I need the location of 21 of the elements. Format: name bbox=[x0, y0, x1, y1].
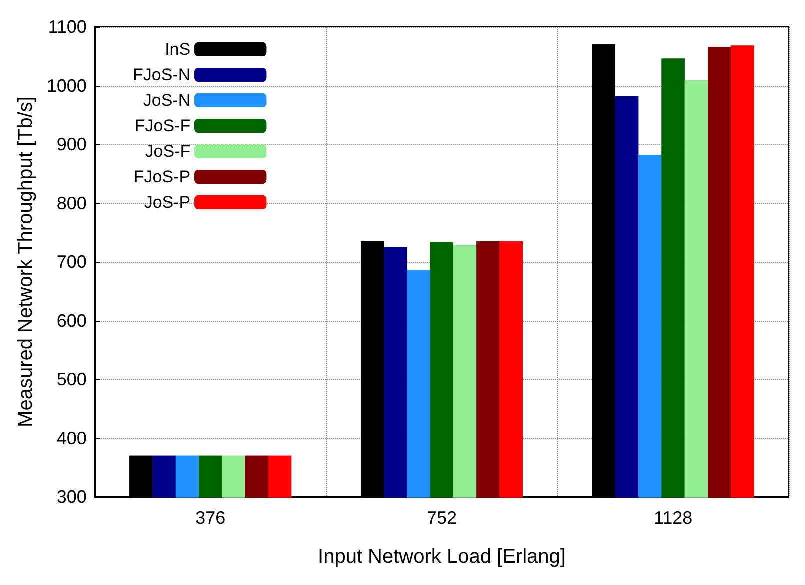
y-tick-label: 600 bbox=[56, 310, 87, 331]
y-tick-label: 700 bbox=[56, 252, 87, 272]
y-tick-label: 900 bbox=[56, 134, 87, 154]
legend-label: JoS-P bbox=[144, 193, 191, 212]
legend-label: JoS-F bbox=[145, 142, 191, 161]
y-tick-label: 1000 bbox=[46, 76, 87, 96]
y-tick-label: 1100 bbox=[48, 17, 87, 37]
legend-label: FJoS-P bbox=[134, 168, 191, 186]
y-tick-label: 400 bbox=[56, 428, 87, 448]
x-tick-label: 376 bbox=[196, 508, 226, 528]
legend-label: JoS-N bbox=[143, 91, 191, 110]
legend-label: FJoS-F bbox=[134, 116, 191, 136]
legend-label: InS bbox=[165, 40, 191, 59]
y-tick-label: 500 bbox=[56, 370, 87, 390]
y-tick-label: 800 bbox=[56, 193, 87, 214]
y-axis-title: Measured Network Throughput [Tb/s] bbox=[15, 96, 37, 428]
x-tick-label: 752 bbox=[426, 508, 457, 528]
legend-label: FJoS-N bbox=[132, 66, 191, 84]
x-axis-title: Input Network Load [Erlang] bbox=[318, 546, 566, 568]
x-tick-label: 1128 bbox=[654, 508, 693, 528]
y-tick-label: 300 bbox=[56, 487, 87, 507]
